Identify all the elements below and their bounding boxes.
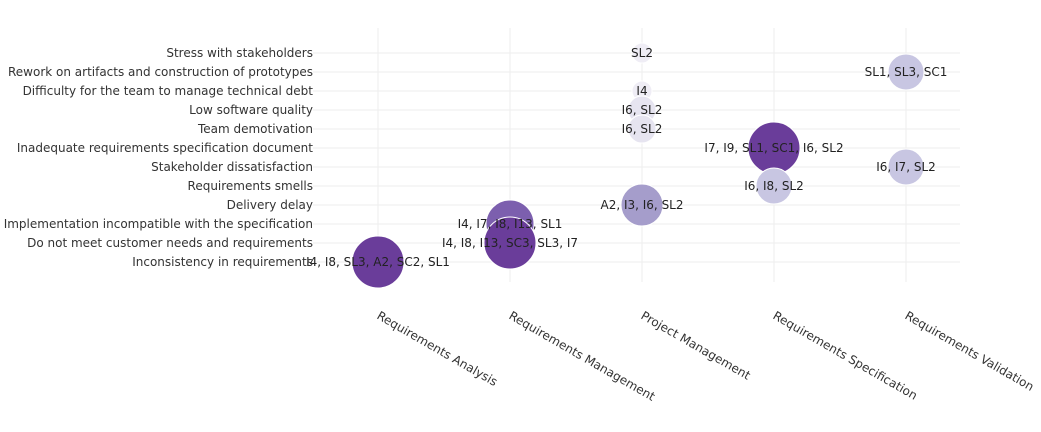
data-label-layer: SL2 SL1, SL3, SC1 I4 I6, SL2 I6, SL2 I7, I9, … bbox=[306, 46, 947, 269]
bubble-data-label: I4, I7, I8, I13, SL1 bbox=[458, 217, 563, 231]
y-tick-label: Difficulty for the team to manage techni… bbox=[23, 84, 314, 98]
x-tick-label: Project Management bbox=[639, 308, 754, 382]
y-tick-label: Stress with stakeholders bbox=[166, 46, 313, 60]
bubble-data-label: I6, SL2 bbox=[622, 103, 663, 117]
y-tick-label: Delivery delay bbox=[227, 198, 313, 212]
bubble-marker bbox=[755, 167, 793, 205]
x-tick-label: Requirements Analysis bbox=[375, 308, 500, 388]
x-tick-label: Requirements Specification bbox=[771, 308, 920, 402]
x-tick-label: Requirements Validation bbox=[903, 308, 1037, 393]
bubble-marker bbox=[631, 42, 653, 64]
y-tick-label: Requirements smells bbox=[188, 179, 313, 193]
bubble-data-label: I6, I7, SL2 bbox=[876, 160, 936, 174]
y-tick-label: Inconsistency in requirements bbox=[132, 255, 313, 269]
bubble-data-label: I6, I8, SL2 bbox=[744, 179, 804, 193]
y-tick-label: Rework on artifacts and construction of … bbox=[8, 65, 313, 79]
bubble-data-label: SL2 bbox=[631, 46, 653, 60]
bubble-data-label: A2, I3, I6, SL2 bbox=[600, 198, 683, 212]
bubble-data-label: I6, SL2 bbox=[622, 122, 663, 136]
x-axis-tick-labels: Requirements Analysis Requirements Manage… bbox=[375, 308, 1037, 403]
bubble-layer bbox=[351, 42, 925, 289]
bubble-marker bbox=[627, 114, 657, 144]
bubble-marker bbox=[620, 183, 664, 227]
y-tick-label: Inadequate requirements specification do… bbox=[17, 141, 313, 155]
y-tick-label: Low software quality bbox=[189, 103, 313, 117]
x-tick-label: Requirements Management bbox=[507, 308, 658, 403]
y-tick-label: Stakeholder dissatisfaction bbox=[151, 160, 313, 174]
bubble-marker bbox=[351, 235, 405, 289]
bubble-marker bbox=[887, 53, 925, 91]
bubble-data-label: SL1, SL3, SC1 bbox=[865, 65, 948, 79]
y-tick-label: Implementation incompatible with the spe… bbox=[4, 217, 313, 231]
y-axis-tick-labels: Stress with stakeholders Rework on artifa… bbox=[4, 46, 314, 269]
bubble-marker bbox=[483, 216, 537, 270]
bubble-data-label: I4, I8, I13, SC3, SL3, I7 bbox=[442, 236, 578, 250]
grid-layer bbox=[313, 28, 960, 282]
y-tick-label: Team demotivation bbox=[197, 122, 313, 136]
y-tick-label: Do not meet customer needs and requireme… bbox=[27, 236, 313, 250]
bubble-data-label: I7, I9, SL1, SC1, I6, SL2 bbox=[704, 141, 843, 155]
bubble-marker bbox=[887, 148, 925, 186]
bubble-data-label: I4, I8, SL3, A2, SC2, SL1 bbox=[306, 255, 450, 269]
bubble-data-label: I4 bbox=[636, 84, 647, 98]
